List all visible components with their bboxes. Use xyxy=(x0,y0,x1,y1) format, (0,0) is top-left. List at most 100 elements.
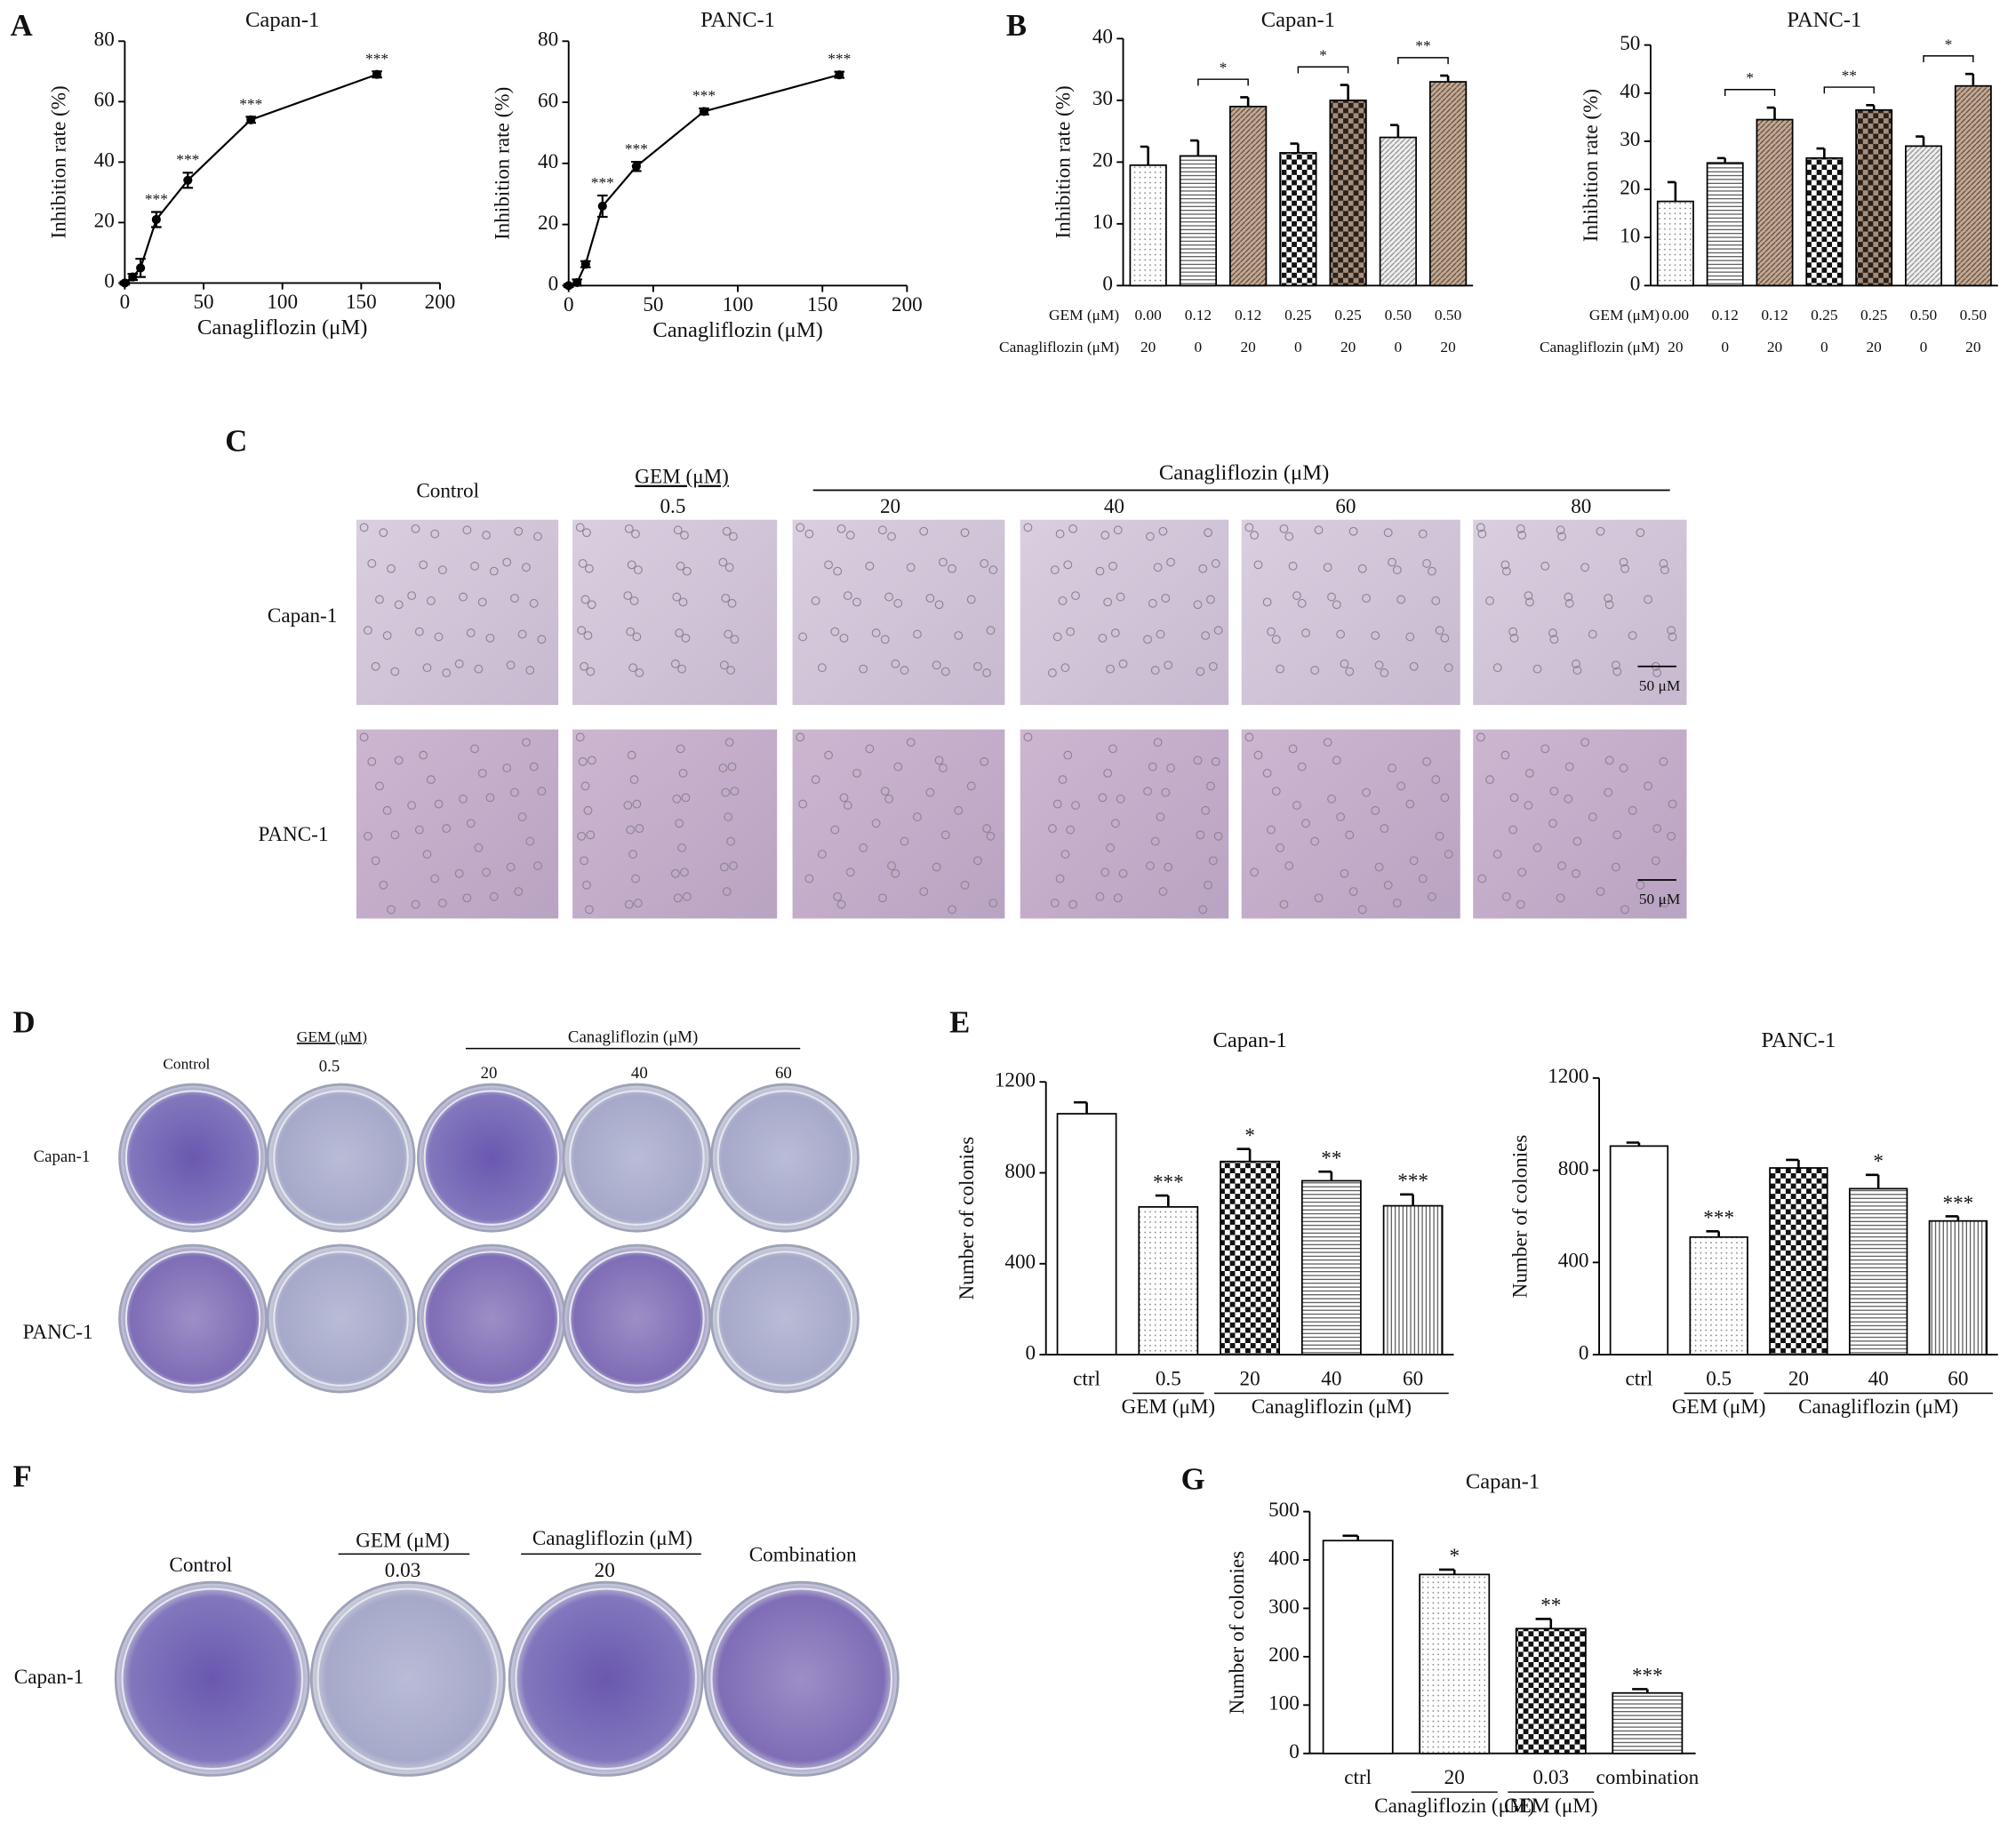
cell xyxy=(422,850,432,859)
column-label: 0.03 xyxy=(385,1559,421,1582)
cell xyxy=(1143,635,1152,644)
cell xyxy=(1357,905,1367,915)
y-tick-label: 800 xyxy=(1004,1160,1036,1183)
significance: *** xyxy=(1943,1192,1974,1215)
cell xyxy=(1596,887,1605,896)
row-label: PANC-1 xyxy=(259,823,329,846)
dish xyxy=(114,1580,310,1777)
dish-rim xyxy=(423,1251,560,1387)
cell xyxy=(1517,868,1527,877)
cell xyxy=(628,850,638,859)
bracket xyxy=(1724,89,1776,97)
cell xyxy=(1660,565,1669,575)
cell xyxy=(1667,626,1676,636)
chart-title: PANC-1 xyxy=(1787,8,1861,32)
cell xyxy=(529,762,539,772)
cell xyxy=(1492,850,1502,859)
dish-rim xyxy=(423,1090,560,1226)
cell xyxy=(1611,862,1620,872)
cell xyxy=(880,635,890,644)
cell xyxy=(1392,565,1402,575)
panel-label: E xyxy=(949,1005,970,1040)
cell xyxy=(1297,598,1307,608)
significance: * xyxy=(1746,69,1754,86)
cell xyxy=(887,532,896,541)
cell xyxy=(1374,862,1384,872)
dish-rim xyxy=(273,1251,409,1387)
bar xyxy=(1379,136,1417,287)
cell xyxy=(1201,631,1211,640)
cell xyxy=(1327,592,1336,602)
dish xyxy=(266,1083,416,1233)
chart-title: Capan-1 xyxy=(1466,1469,1540,1493)
y-axis-label: Inhibition rate (%) xyxy=(1580,89,1603,242)
cell xyxy=(852,768,861,778)
cell xyxy=(1611,660,1620,670)
cell xyxy=(1383,880,1393,890)
cell xyxy=(948,564,956,573)
cell xyxy=(804,874,814,884)
x-tick-label: 0.12 xyxy=(1235,307,1261,324)
y-tick-label: 1200 xyxy=(995,1069,1036,1092)
cell xyxy=(1572,659,1580,668)
x-axis-label: Canagliflozin (μM) xyxy=(197,316,367,340)
cell xyxy=(1476,732,1485,742)
x-axis-label: Canagliflozin (μM) xyxy=(652,318,822,342)
bracket xyxy=(1197,78,1249,86)
bar xyxy=(1179,155,1218,287)
cell xyxy=(670,868,680,878)
cell xyxy=(1564,794,1573,804)
error-bar xyxy=(1389,124,1400,138)
significance: * xyxy=(1873,1150,1884,1173)
point xyxy=(151,214,161,225)
cell xyxy=(845,868,855,877)
cell xyxy=(1201,805,1211,815)
cell xyxy=(724,629,733,639)
x-tick-label: 0.25 xyxy=(1334,307,1361,324)
y-tick-label: 20 xyxy=(94,210,115,233)
cell xyxy=(1156,629,1165,639)
cell xyxy=(1572,868,1580,878)
cell xyxy=(1501,566,1511,576)
bracket xyxy=(1823,86,1875,94)
cell xyxy=(824,750,834,760)
cell xyxy=(587,600,596,610)
cell xyxy=(1485,775,1494,785)
significance: *** xyxy=(365,50,388,67)
cell xyxy=(454,659,464,668)
cell xyxy=(489,566,499,576)
cell xyxy=(681,633,691,643)
cell xyxy=(1659,756,1668,766)
cell xyxy=(1371,805,1380,815)
cell xyxy=(533,532,542,541)
y-tick-label: 30 xyxy=(1620,128,1640,151)
cell xyxy=(580,856,589,866)
cell xyxy=(1540,561,1550,571)
cell xyxy=(1244,732,1254,742)
point xyxy=(246,115,256,124)
micrograph xyxy=(792,519,1005,706)
y-tick-label: 0 xyxy=(104,270,115,293)
cell xyxy=(1271,635,1281,644)
cell xyxy=(980,756,989,766)
cell xyxy=(1323,738,1332,748)
error-bar xyxy=(1342,1534,1359,1541)
error-bar xyxy=(1916,135,1925,147)
cell xyxy=(1572,666,1582,675)
cell xyxy=(817,663,827,673)
cell xyxy=(367,559,377,568)
cell xyxy=(1068,900,1078,909)
cell xyxy=(1288,744,1298,754)
row-label: Capan-1 xyxy=(268,604,337,628)
cell xyxy=(986,626,996,636)
dish-rim xyxy=(716,1090,853,1226)
bar xyxy=(1706,162,1744,287)
cell xyxy=(426,775,436,785)
cell xyxy=(730,635,740,644)
cell xyxy=(906,738,916,748)
cell xyxy=(514,526,524,536)
canagliflozin-label: Canagliflozin (μM) xyxy=(1159,461,1329,485)
cell xyxy=(1106,664,1115,674)
cell xyxy=(1620,564,1629,573)
cell xyxy=(1440,793,1450,803)
